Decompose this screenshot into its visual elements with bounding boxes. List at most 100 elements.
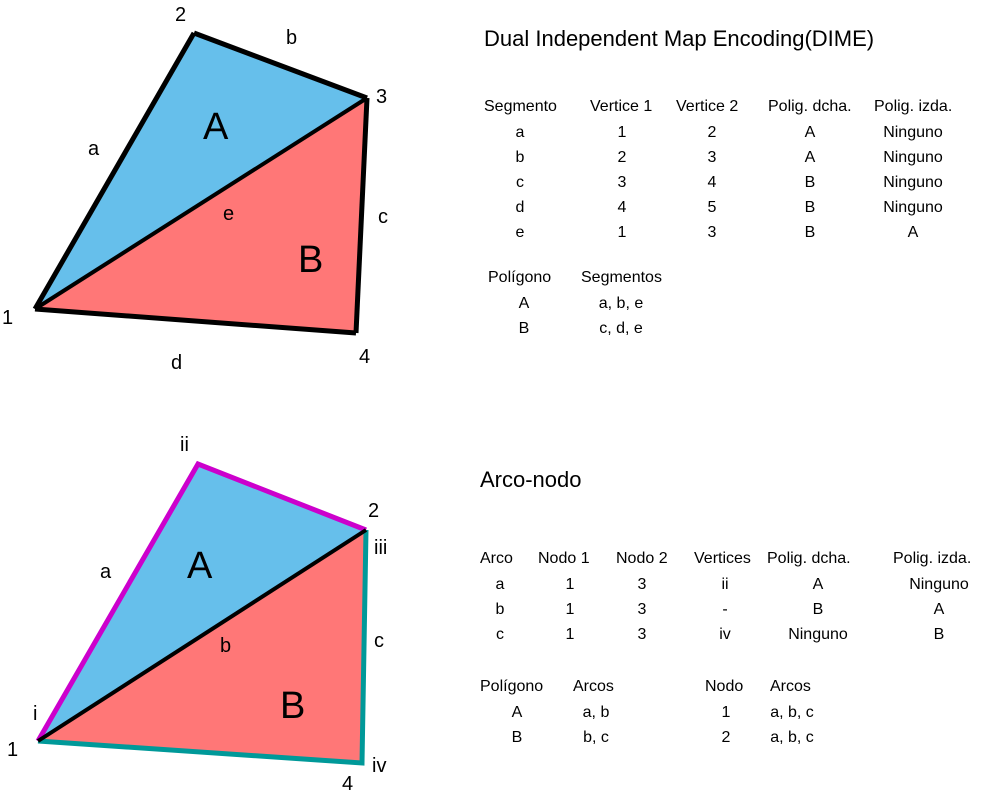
dime-table-header: Vertice 2 <box>676 98 739 115</box>
arcnode-polygons-header: Arcos <box>573 678 614 695</box>
arcnode-nodes-cell: a, b, c <box>770 704 814 721</box>
arcnode-table-cell: 3 <box>637 626 647 643</box>
dime-table-cell: Ninguno <box>883 174 943 191</box>
dime-vertex-3-label: 3 <box>376 86 388 108</box>
dime-polygons-cell: a, b, e <box>598 295 644 312</box>
dime-polygons-cell: c, d, e <box>599 320 643 337</box>
arcnode-table-cell: c <box>496 626 504 643</box>
dime-polygon-b <box>35 98 367 333</box>
dime-table-cell: 3 <box>707 149 717 166</box>
dime-table-header: Vertice 1 <box>590 98 653 115</box>
dime-segment-e <box>33 96 369 311</box>
dime-table-cell: 4 <box>707 174 717 191</box>
dime-segment-d <box>34 306 357 336</box>
arcnode-node-1-label: 1 <box>7 739 19 761</box>
arcnode-arc-c-label: c <box>374 630 384 652</box>
dime-table-cell: Ninguno <box>883 199 943 216</box>
arcnode-polygon-a <box>38 464 366 741</box>
dime-vertex-1-label: 1 <box>2 307 14 329</box>
arcnode-polygons-cell: B <box>511 729 523 746</box>
dime-table-cell: B <box>804 174 816 191</box>
dime-table-cell: 3 <box>617 174 627 191</box>
arcnode-table-cell: B <box>812 601 824 618</box>
arcnode-table-cell: b <box>495 601 505 618</box>
dime-table-cell: 4 <box>617 199 627 216</box>
arcnode-vertex-iii-label: iii <box>374 537 388 559</box>
arcnode-polygons-cell: b, c <box>583 729 609 746</box>
arcnode-table-cell: - <box>722 601 728 618</box>
arcnode-arc-a-label: a <box>100 561 112 583</box>
dime-vertex-2-label: 2 <box>175 4 187 26</box>
arcnode-vertex-ii-label: ii <box>180 434 189 456</box>
dime-table-cell: 5 <box>707 199 717 216</box>
arcnode-table-cell: 1 <box>565 576 575 593</box>
arcnode-arc-c <box>37 529 369 766</box>
arcnode-table-cell: 3 <box>637 576 647 593</box>
arcnode-polygon-b-label: B <box>280 685 306 727</box>
arcnode-nodes-cell: a, b, c <box>770 729 814 746</box>
arcnode-table-header: Polig. dcha. <box>767 550 851 567</box>
dime-table-cell: d <box>515 199 525 216</box>
arcnode-polygon-a-label: A <box>187 545 213 587</box>
dime-table-cell: b <box>515 149 525 166</box>
dime-table-header: Polig. dcha. <box>768 98 852 115</box>
arcnode-table-cell: A <box>812 576 824 593</box>
arcnode-table-header: Arco <box>480 550 513 567</box>
dime-table-cell: 1 <box>617 224 627 241</box>
arcnode-table-header: Nodo 2 <box>616 550 668 567</box>
dime-polygons-header: Segmentos <box>581 269 662 286</box>
arcnode-table-cell: a <box>495 576 505 593</box>
dime-table-cell: A <box>804 124 816 141</box>
dime-segment-b-label: b <box>286 27 298 49</box>
arcnode-polygons-cell: A <box>511 704 523 721</box>
dime-table-cell: 2 <box>617 149 627 166</box>
dime-table-cell: Ninguno <box>883 124 943 141</box>
dime-polygon-a-label: A <box>203 106 229 148</box>
dime-segment-a <box>32 31 197 311</box>
arcnode-arc-a <box>35 460 367 743</box>
dime-table-cell: a <box>515 124 525 141</box>
dime-table-cell: 2 <box>707 124 717 141</box>
dime-title: Dual Independent Map Encoding(DIME) <box>484 26 875 51</box>
dime-table-cell: c <box>516 174 524 191</box>
dime-polygons-cell: B <box>518 320 530 337</box>
arcnode-vertex-i-label: i <box>33 703 38 725</box>
arcnode-nodes-cell: 1 <box>721 704 731 721</box>
arcnode-vertex-iv-label: iv <box>372 755 387 777</box>
dime-table-cell: 1 <box>617 124 627 141</box>
dime-segment-e-label: e <box>223 203 235 225</box>
arcnode-arc-b-label: b <box>220 635 232 657</box>
arcnode-table-cell: 1 <box>565 626 575 643</box>
dime-segment-c <box>353 97 370 334</box>
arcnode-table-cell: B <box>933 626 945 643</box>
dime-segment-a-label: a <box>88 138 100 160</box>
arcnode-polygons-header: Polígono <box>480 678 544 695</box>
dime-table-cell: A <box>907 224 919 241</box>
dime-table-cell: e <box>515 224 525 241</box>
dime-polygons-header: Polígono <box>488 269 552 286</box>
dime-segment-d-label: d <box>171 352 183 374</box>
arcnode-table-cell: Ninguno <box>909 576 969 593</box>
arcnode-title: Arco-nodo <box>480 467 582 492</box>
arcnode-table-cell: ii <box>721 576 729 593</box>
dime-segment-b <box>193 30 368 101</box>
dime-table-cell: B <box>804 224 816 241</box>
arcnode-node-2-label: 2 <box>368 500 380 522</box>
arcnode-table-cell: Ninguno <box>788 626 848 643</box>
arcnode-table-header: Vertices <box>694 550 751 567</box>
dime-polygon-b-label: B <box>298 239 324 281</box>
arcnode-polygon-b <box>38 530 366 763</box>
arcnode-table-cell: iv <box>719 626 731 643</box>
dime-table-cell: 3 <box>707 224 717 241</box>
arcnode-table-header: Polig. izda. <box>893 550 972 567</box>
arcnode-table-cell: 3 <box>637 601 647 618</box>
dime-table-cell: A <box>804 149 816 166</box>
dime-polygons-cell: A <box>518 295 530 312</box>
dime-table-header: Polig. izda. <box>874 98 953 115</box>
dime-polygon-a <box>35 33 367 309</box>
arcnode-arc-b <box>36 528 368 743</box>
dime-segment-c-label: c <box>378 206 388 228</box>
dime-table-header: Segmento <box>484 98 557 115</box>
arcnode-polygons-cell: a, b <box>582 704 610 721</box>
